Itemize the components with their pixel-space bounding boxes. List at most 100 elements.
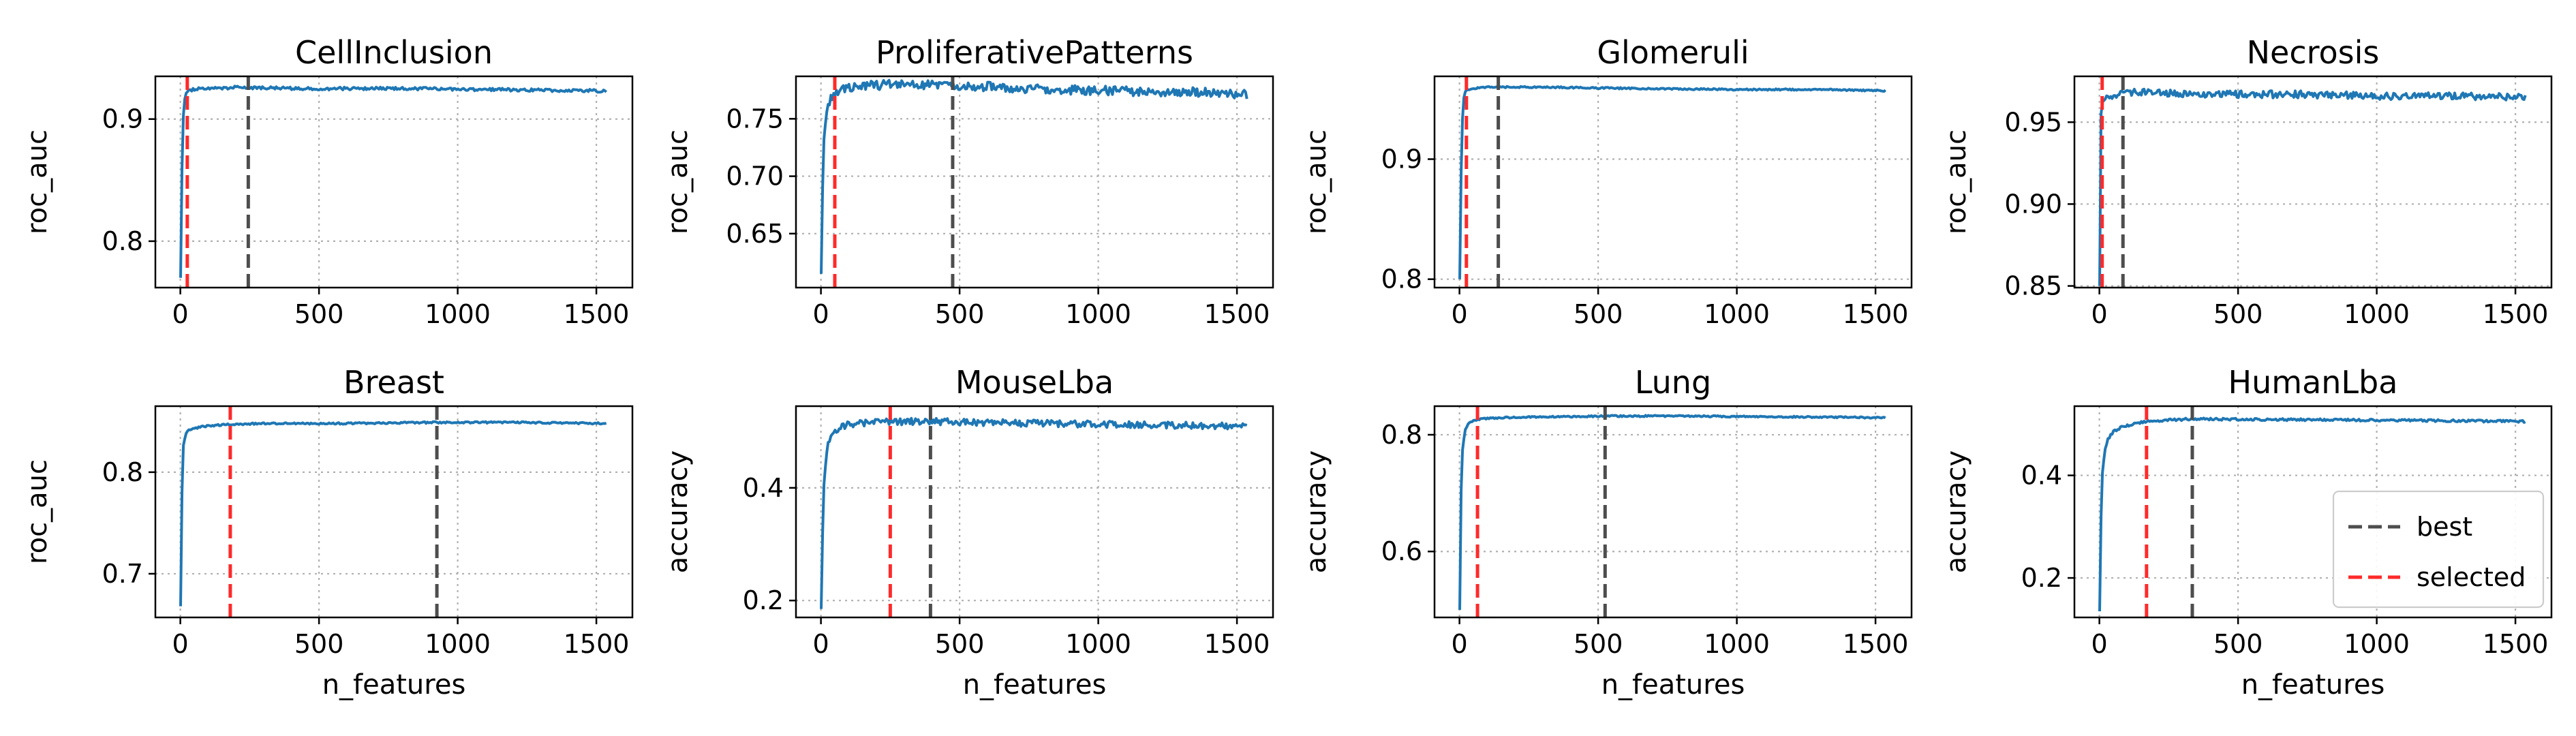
metric-curve bbox=[2098, 416, 2526, 612]
metric-curve bbox=[1458, 85, 1887, 279]
x-tick-label: 1500 bbox=[2483, 629, 2549, 659]
chart-title: MouseLba bbox=[955, 364, 1114, 401]
x-tick-label: 1000 bbox=[1065, 629, 1131, 659]
x-tick-label: 500 bbox=[935, 299, 985, 329]
chart-panel-mouselba: 0 500 1000 1500 0.2 0.4 MouseLba accuracy n_feat… bbox=[662, 364, 1274, 701]
plot-data bbox=[2098, 406, 2526, 617]
x-axis-label: n_features bbox=[2241, 669, 2385, 701]
y-tick-label: 0.6 bbox=[1381, 536, 1422, 566]
x-tick-label: 500 bbox=[1574, 629, 1623, 659]
x-tick-label: 1500 bbox=[1843, 299, 1909, 329]
x-tick-label: 500 bbox=[2213, 299, 2263, 329]
y-tick-label: 0.95 bbox=[2004, 107, 2062, 137]
y-tick-label: 0.8 bbox=[1381, 420, 1422, 450]
x-tick-label: 0 bbox=[2091, 629, 2108, 659]
y-tick-label: 0.9 bbox=[1381, 144, 1422, 174]
chart-title: Breast bbox=[343, 364, 444, 401]
axes-frame bbox=[1433, 405, 1913, 619]
x-tick-label: 1500 bbox=[564, 299, 630, 329]
metric-curve bbox=[2098, 87, 2527, 286]
x-tick-label: 1000 bbox=[1704, 299, 1770, 329]
x-tick-label: 1500 bbox=[564, 629, 630, 659]
plot-data bbox=[179, 406, 607, 617]
x-tick-label: 500 bbox=[1574, 299, 1623, 329]
metric-curve bbox=[820, 416, 1248, 609]
legend-label-selected: selected bbox=[2417, 562, 2526, 592]
axes-frame bbox=[154, 405, 634, 619]
chart-panel-humanlba: 0 500 1000 1500 0.2 0.4 HumanLba accuracy n_feat… bbox=[1941, 364, 2553, 701]
x-tick-label: 1000 bbox=[1704, 629, 1770, 659]
x-tick-label: 1500 bbox=[1204, 629, 1270, 659]
plot-data bbox=[820, 76, 1248, 288]
y-tick-label: 0.2 bbox=[743, 585, 784, 615]
plot-data bbox=[179, 76, 608, 288]
axes-frame bbox=[1433, 75, 1913, 289]
chart-title: HumanLba bbox=[2228, 364, 2398, 401]
x-tick-label: 1000 bbox=[1065, 299, 1131, 329]
y-axis-label: roc_auc bbox=[22, 129, 53, 234]
axes-frame bbox=[2073, 75, 2553, 289]
chart-title: ProliferativePatterns bbox=[876, 34, 1193, 71]
x-tick-label: 1500 bbox=[1204, 299, 1270, 329]
axes-frame bbox=[795, 75, 1274, 289]
y-tick-label: 0.75 bbox=[726, 104, 784, 134]
x-tick-label: 0 bbox=[172, 629, 189, 659]
legend-box bbox=[2332, 490, 2545, 609]
y-tick-label: 0.65 bbox=[726, 219, 784, 249]
y-tick-label: 0.90 bbox=[2004, 189, 2062, 219]
plot-data bbox=[1458, 406, 1886, 617]
x-tick-label: 0 bbox=[813, 299, 829, 329]
chart-panel-cellinclusion: 0 500 1000 1500 0.8 0.9 CellInclusion roc_auc bbox=[22, 34, 634, 329]
x-tick-label: 1000 bbox=[425, 629, 491, 659]
x-tick-label: 500 bbox=[294, 299, 344, 329]
y-tick-label: 0.4 bbox=[2021, 461, 2062, 491]
chart-title: Necrosis bbox=[2247, 34, 2380, 71]
y-tick-label: 0.2 bbox=[2021, 563, 2062, 593]
x-tick-label: 1000 bbox=[425, 299, 491, 329]
y-tick-label: 0.8 bbox=[102, 457, 143, 487]
chart-panel-proliferativepatterns: 0 500 1000 1500 0.65 0.70 0.75 ProliferativePat… bbox=[662, 34, 1274, 329]
x-tick-label: 1000 bbox=[2344, 629, 2410, 659]
chart-panel-lung: 0 500 1000 1500 0.6 0.8 Lung accuracy n_features bbox=[1301, 364, 1913, 701]
plot-data bbox=[820, 406, 1248, 617]
y-axis-label: roc_auc bbox=[662, 129, 694, 234]
chart-title: Lung bbox=[1635, 364, 1711, 401]
x-tick-label: 0 bbox=[1452, 629, 1468, 659]
y-axis-label: accuracy bbox=[1941, 450, 1972, 573]
metric-curve bbox=[179, 420, 607, 607]
chart-title: Glomeruli bbox=[1597, 34, 1749, 71]
chart-panel-glomeruli: 0 500 1000 1500 0.8 0.9 Glomeruli roc_auc bbox=[1301, 34, 1913, 329]
x-tick-label: 500 bbox=[935, 629, 985, 659]
metric-curve bbox=[1458, 414, 1886, 610]
x-tick-label: 500 bbox=[2213, 629, 2263, 659]
legend: best selected bbox=[2332, 490, 2545, 609]
x-tick-label: 1000 bbox=[2344, 299, 2410, 329]
x-axis-label: n_features bbox=[322, 669, 466, 701]
y-axis-label: roc_auc bbox=[22, 459, 53, 564]
x-axis-label: n_features bbox=[1601, 669, 1745, 701]
metric-curve bbox=[820, 78, 1248, 274]
y-tick-label: 0.70 bbox=[726, 162, 784, 191]
y-axis-label: accuracy bbox=[662, 450, 694, 573]
y-axis-label: roc_auc bbox=[1941, 129, 1972, 234]
plot-data bbox=[2098, 76, 2527, 288]
axes-frame bbox=[795, 405, 1274, 619]
axes-frame bbox=[2073, 405, 2553, 619]
x-tick-label: 0 bbox=[1452, 299, 1468, 329]
y-tick-label: 0.7 bbox=[102, 559, 143, 589]
y-tick-label: 0.8 bbox=[102, 226, 143, 256]
x-tick-label: 1500 bbox=[1843, 629, 1909, 659]
x-tick-label: 1500 bbox=[2483, 299, 2549, 329]
x-axis-label: n_features bbox=[963, 669, 1107, 701]
chart-panel-necrosis: 0 500 1000 1500 0.85 0.90 0.95 Necrosis roc_auc bbox=[1941, 34, 2553, 329]
x-tick-label: 0 bbox=[172, 299, 189, 329]
y-tick-label: 0.8 bbox=[1381, 264, 1422, 294]
axes-frame bbox=[154, 75, 634, 289]
y-axis-label: accuracy bbox=[1301, 450, 1332, 573]
chart-panel-breast: 0 500 1000 1500 0.7 0.8 Breast roc_auc n_feature… bbox=[22, 364, 634, 701]
y-tick-label: 0.9 bbox=[102, 104, 143, 134]
plot-data bbox=[1458, 76, 1887, 288]
metric-curve bbox=[179, 85, 608, 278]
x-tick-label: 0 bbox=[813, 629, 829, 659]
